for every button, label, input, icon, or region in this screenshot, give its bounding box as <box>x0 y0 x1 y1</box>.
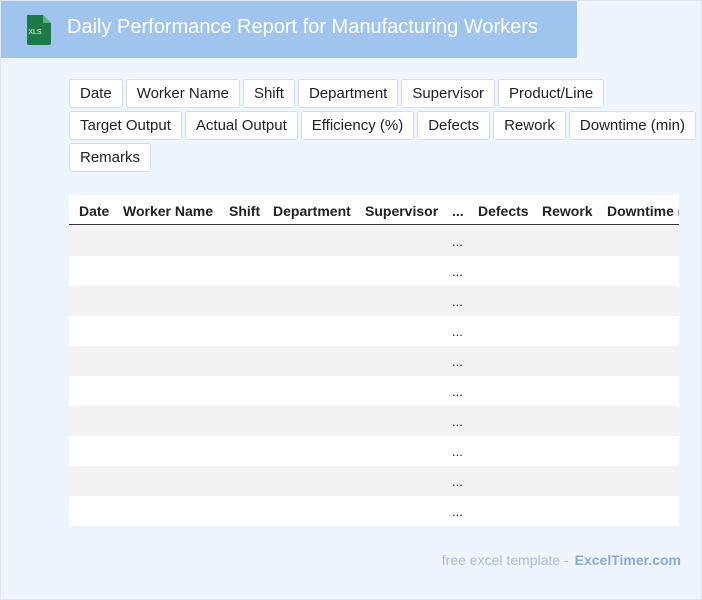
ellipsis-cell: ... <box>452 414 463 429</box>
field-chip[interactable]: Rework <box>493 111 566 140</box>
column-header: Worker Name <box>123 203 214 219</box>
table-row: ... <box>69 406 679 436</box>
ellipsis-cell: ... <box>452 294 463 309</box>
field-chip[interactable]: Defects <box>417 111 491 140</box>
icon-label: XLS <box>28 29 42 36</box>
ellipsis-cell: ... <box>452 264 463 279</box>
xls-icon: XLS <box>27 15 51 45</box>
table-row: ... <box>69 436 679 466</box>
ellipsis-cell: ... <box>452 474 463 489</box>
table-row: ... <box>69 346 679 376</box>
table-row: ... <box>69 286 679 316</box>
field-chip[interactable]: Shift <box>242 79 295 108</box>
field-chip[interactable]: Actual Output <box>184 111 298 140</box>
ellipsis-cell: ... <box>452 444 463 459</box>
column-header: Date <box>79 203 110 219</box>
column-header: Downtime (min) <box>607 203 679 219</box>
table-row: ... <box>69 256 679 286</box>
field-chip[interactable]: Date <box>69 79 123 108</box>
field-list: Date Worker Name Shift Department Supervisor… <box>69 79 699 172</box>
table-row: ... <box>69 316 679 346</box>
title: Daily Performance Report for Manufacturi… <box>67 16 538 38</box>
field-chip[interactable]: Downtime (min) <box>568 111 696 140</box>
column-header: Shift <box>229 203 261 219</box>
header-row <box>69 195 679 225</box>
field-chip[interactable]: Efficiency (%) <box>300 111 415 140</box>
table: Date Worker Name Shift Department Supervisor… <box>69 195 679 526</box>
field-chip[interactable]: Worker Name <box>125 79 240 108</box>
ellipsis-cell: ... <box>452 504 463 519</box>
ellipsis-cell: ... <box>452 324 463 339</box>
ellipsis-cell: ... <box>452 354 463 369</box>
field-chip[interactable]: Product/Line <box>498 79 605 108</box>
column-header: Rework <box>542 203 593 219</box>
field-chip[interactable]: Remarks <box>69 143 152 172</box>
table-row: ... <box>69 466 679 496</box>
column-header: ... <box>452 203 464 219</box>
ellipsis-cell: ... <box>452 384 463 399</box>
header-bar: XLS Daily Performance Report for Manufac… <box>1 1 577 58</box>
footer: free excel template - ExcelTimer.com <box>442 552 681 568</box>
column-header: Department <box>273 203 351 219</box>
column-header: Defects <box>478 203 529 219</box>
table-row: ... <box>69 226 679 256</box>
field-chip[interactable]: Target Output <box>69 111 182 140</box>
table-row: ... <box>69 496 679 526</box>
field-chip[interactable]: Department <box>297 79 399 108</box>
footer-text: free excel template - <box>441 552 569 568</box>
ellipsis-cell: ... <box>452 234 463 249</box>
table-row: ... <box>69 376 679 406</box>
footer-brand[interactable]: ExcelTimer.com <box>574 552 681 568</box>
column-header: Supervisor <box>365 203 439 219</box>
field-chip[interactable]: Supervisor <box>401 79 496 108</box>
